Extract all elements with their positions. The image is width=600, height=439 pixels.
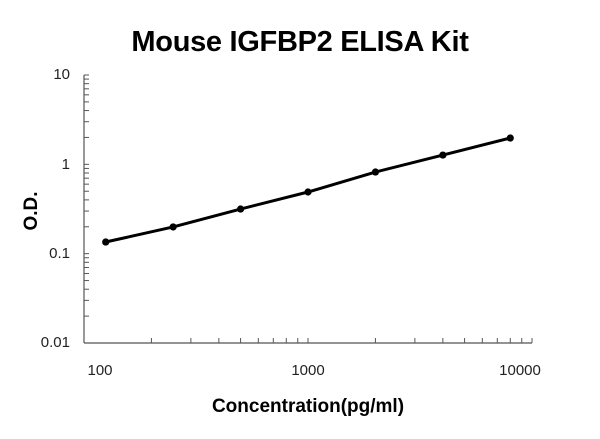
data-point: [102, 238, 110, 246]
y-tick-label: 0.01: [40, 334, 70, 351]
data-point: [304, 188, 312, 196]
data-point: [439, 151, 447, 159]
data-point: [169, 223, 177, 231]
chart-title: Mouse IGFBP2 ELISA Kit: [131, 26, 469, 58]
data-point: [371, 168, 380, 176]
data-point: [506, 134, 514, 142]
x-tick-label: 100: [87, 362, 113, 379]
y-tick-label: 1: [61, 156, 70, 173]
x-tick-label: 10000: [499, 362, 541, 379]
data-point: [236, 205, 245, 213]
x-tick-label: 1000: [291, 362, 325, 379]
y-tick-label: 0.1: [49, 245, 70, 262]
x-axis-label: Concentration(pg/ml): [211, 396, 405, 417]
y-tick-label: 10: [53, 66, 70, 83]
